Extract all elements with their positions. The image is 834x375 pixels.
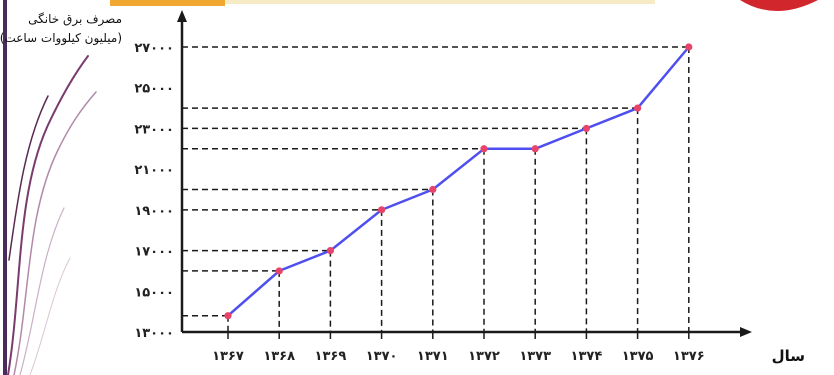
y-tick-label: ۱۹۰۰۰	[134, 204, 174, 219]
data-point	[275, 267, 283, 275]
x-tick-label: ۱۳۶۷	[212, 349, 244, 364]
corner-swoosh	[740, 0, 818, 11]
y-tick-label: ۱۵۰۰۰	[134, 285, 174, 300]
decorative-curves	[7, 55, 97, 375]
y-tick-label: ۱۷۰۰۰	[134, 245, 174, 260]
data-point	[326, 246, 334, 255]
x-tick-labels: ۱۳۶۷ ۱۳۶۸ ۱۳۶۹ ۱۳۷۰ ۱۳۷۱ ۱۳۷۲ ۱۳۷۳ ۱۳۷۴ ۱۳۷۵ ۱۳۷۶	[212, 349, 705, 364]
x-tick-label: ۱۳۷۴	[571, 349, 603, 364]
y-tick-label: ۲۵۰۰۰	[134, 82, 174, 97]
guide-lines	[182, 46, 690, 339]
data-point	[429, 185, 437, 194]
x-tick-label: ۱۳۶۹	[315, 349, 347, 364]
x-tick-label: ۱۳۷۶	[673, 349, 705, 364]
deco-curve-1	[7, 55, 89, 375]
y-tick-label: ۱۳۰۰۰	[134, 326, 174, 341]
y-tick-label: ۲۷۰۰۰	[134, 41, 174, 56]
left-accent-bar	[3, 0, 7, 375]
data-point	[685, 43, 693, 51]
x-axis-arrow	[740, 327, 752, 337]
axes	[177, 10, 752, 337]
x-axis-label: سال	[772, 347, 805, 365]
data-point	[378, 206, 386, 214]
x-tick-label: ۱۳۷۱	[417, 349, 449, 364]
data-point	[582, 124, 591, 133]
x-tick-label: ۱۳۷۳	[519, 349, 551, 364]
y-tick-label: ۲۳۰۰۰	[134, 122, 174, 137]
series-line	[227, 46, 690, 317]
data-point	[634, 104, 642, 112]
y-axis-arrow	[177, 10, 187, 22]
y-tick-label: ۲۱۰۰۰	[134, 163, 174, 178]
data-points	[224, 43, 693, 320]
deco-curve-5	[29, 257, 71, 375]
x-tick-label: ۱۳۶۸	[263, 349, 295, 364]
chart-title: مصرف برق خانگی	[28, 12, 122, 27]
x-tick-label: ۱۳۷۵	[622, 349, 654, 364]
data-point	[531, 145, 539, 153]
deco-curve-2	[13, 91, 97, 375]
y-tick-labels: ۱۳۰۰۰ ۱۵۰۰۰ ۱۷۰۰۰ ۱۹۰۰۰ ۲۱۰۰۰ ۲۳۰۰۰ ۲۵۰۰۰ ۲۷۰۰۰	[134, 41, 174, 341]
top-accent-cream	[225, 0, 655, 4]
deco-curve-3	[8, 95, 49, 261]
data-point	[224, 312, 232, 320]
top-accent-orange	[110, 0, 225, 6]
x-tick-label: ۱۳۷۰	[366, 349, 398, 364]
y-axis-label: (میلیون کیلووات ساعت)	[0, 31, 122, 46]
x-tick-label: ۱۳۷۲	[468, 349, 500, 364]
data-point	[480, 145, 488, 153]
deco-curve-4	[19, 207, 65, 375]
